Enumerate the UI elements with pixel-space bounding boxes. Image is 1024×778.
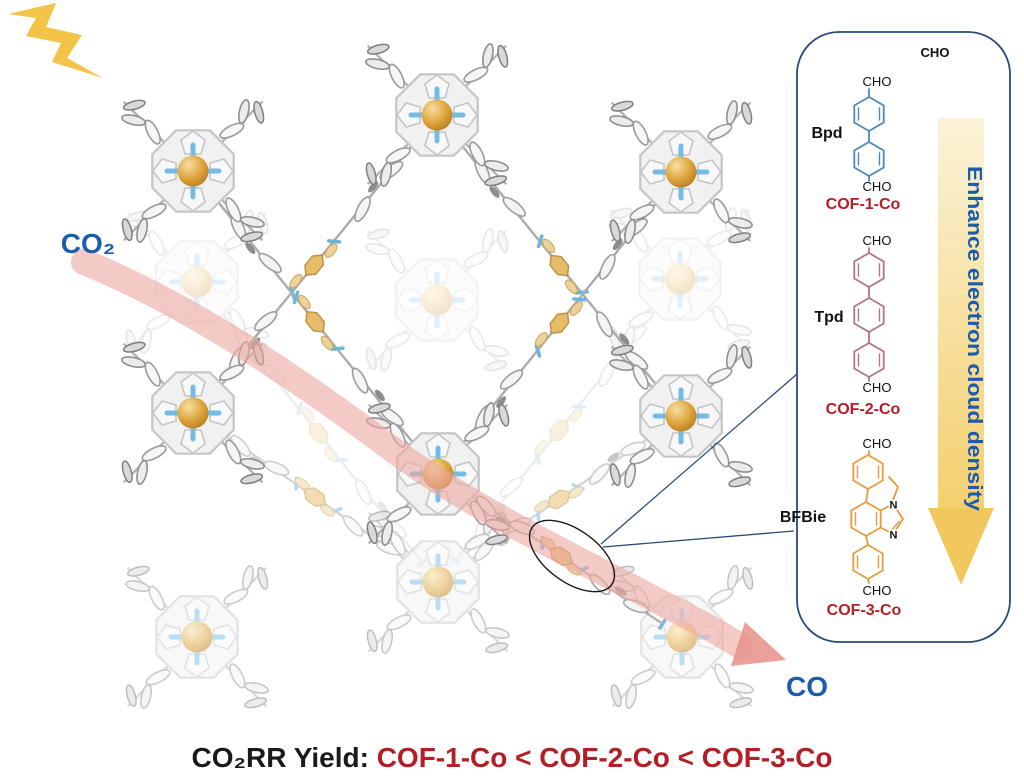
enhance-arrow: Enhance electron cloud density	[928, 118, 994, 585]
lightning-bolt-icon	[8, 3, 103, 78]
callout-lines	[600, 373, 798, 548]
cof-name-3: COF-3-Co	[827, 602, 902, 619]
cof-name-1: COF-1-Co	[826, 196, 901, 213]
linker-highlight-ellipse	[528, 519, 616, 593]
cho-label: CHO	[863, 179, 892, 194]
cof-name-2: COF-2-Co	[826, 401, 901, 418]
panel-top-cho-label: CHO	[921, 45, 950, 60]
co2-label: CO₂	[61, 228, 115, 259]
cho-label: CHO	[863, 583, 892, 598]
n-atom-label: N	[890, 530, 898, 542]
cho-label: CHO	[863, 436, 892, 451]
n-atom-label: N	[890, 500, 898, 512]
co-label: CO	[786, 671, 828, 702]
bpd-structure	[853, 88, 885, 182]
linker-name-tpd: Tpd	[814, 309, 843, 326]
tpd-structure	[853, 247, 885, 382]
caption-prefix: CO₂RR Yield:	[192, 742, 377, 773]
cho-label: CHO	[863, 74, 892, 89]
co2-to-co-flow-arrow	[71, 249, 786, 666]
cho-label: CHO	[863, 380, 892, 395]
enhance-arrow-label: Enhance electron cloud density	[963, 166, 985, 512]
bfbie-structure	[850, 450, 905, 584]
cho-label: CHO	[863, 233, 892, 248]
linker-name-bpd: Bpd	[811, 125, 842, 142]
linker-panel: CHO Enhance electron cloud density CHO C…	[780, 31, 1011, 643]
linker-name-bfbie: BFBie	[780, 509, 826, 526]
caption-ranking: COF-1-Co < COF-2-Co < COF-3-Co	[377, 742, 833, 773]
caption: CO₂RR Yield: COF-1-Co < COF-2-Co < COF-3…	[192, 742, 833, 773]
flow-arrowhead	[731, 622, 786, 666]
